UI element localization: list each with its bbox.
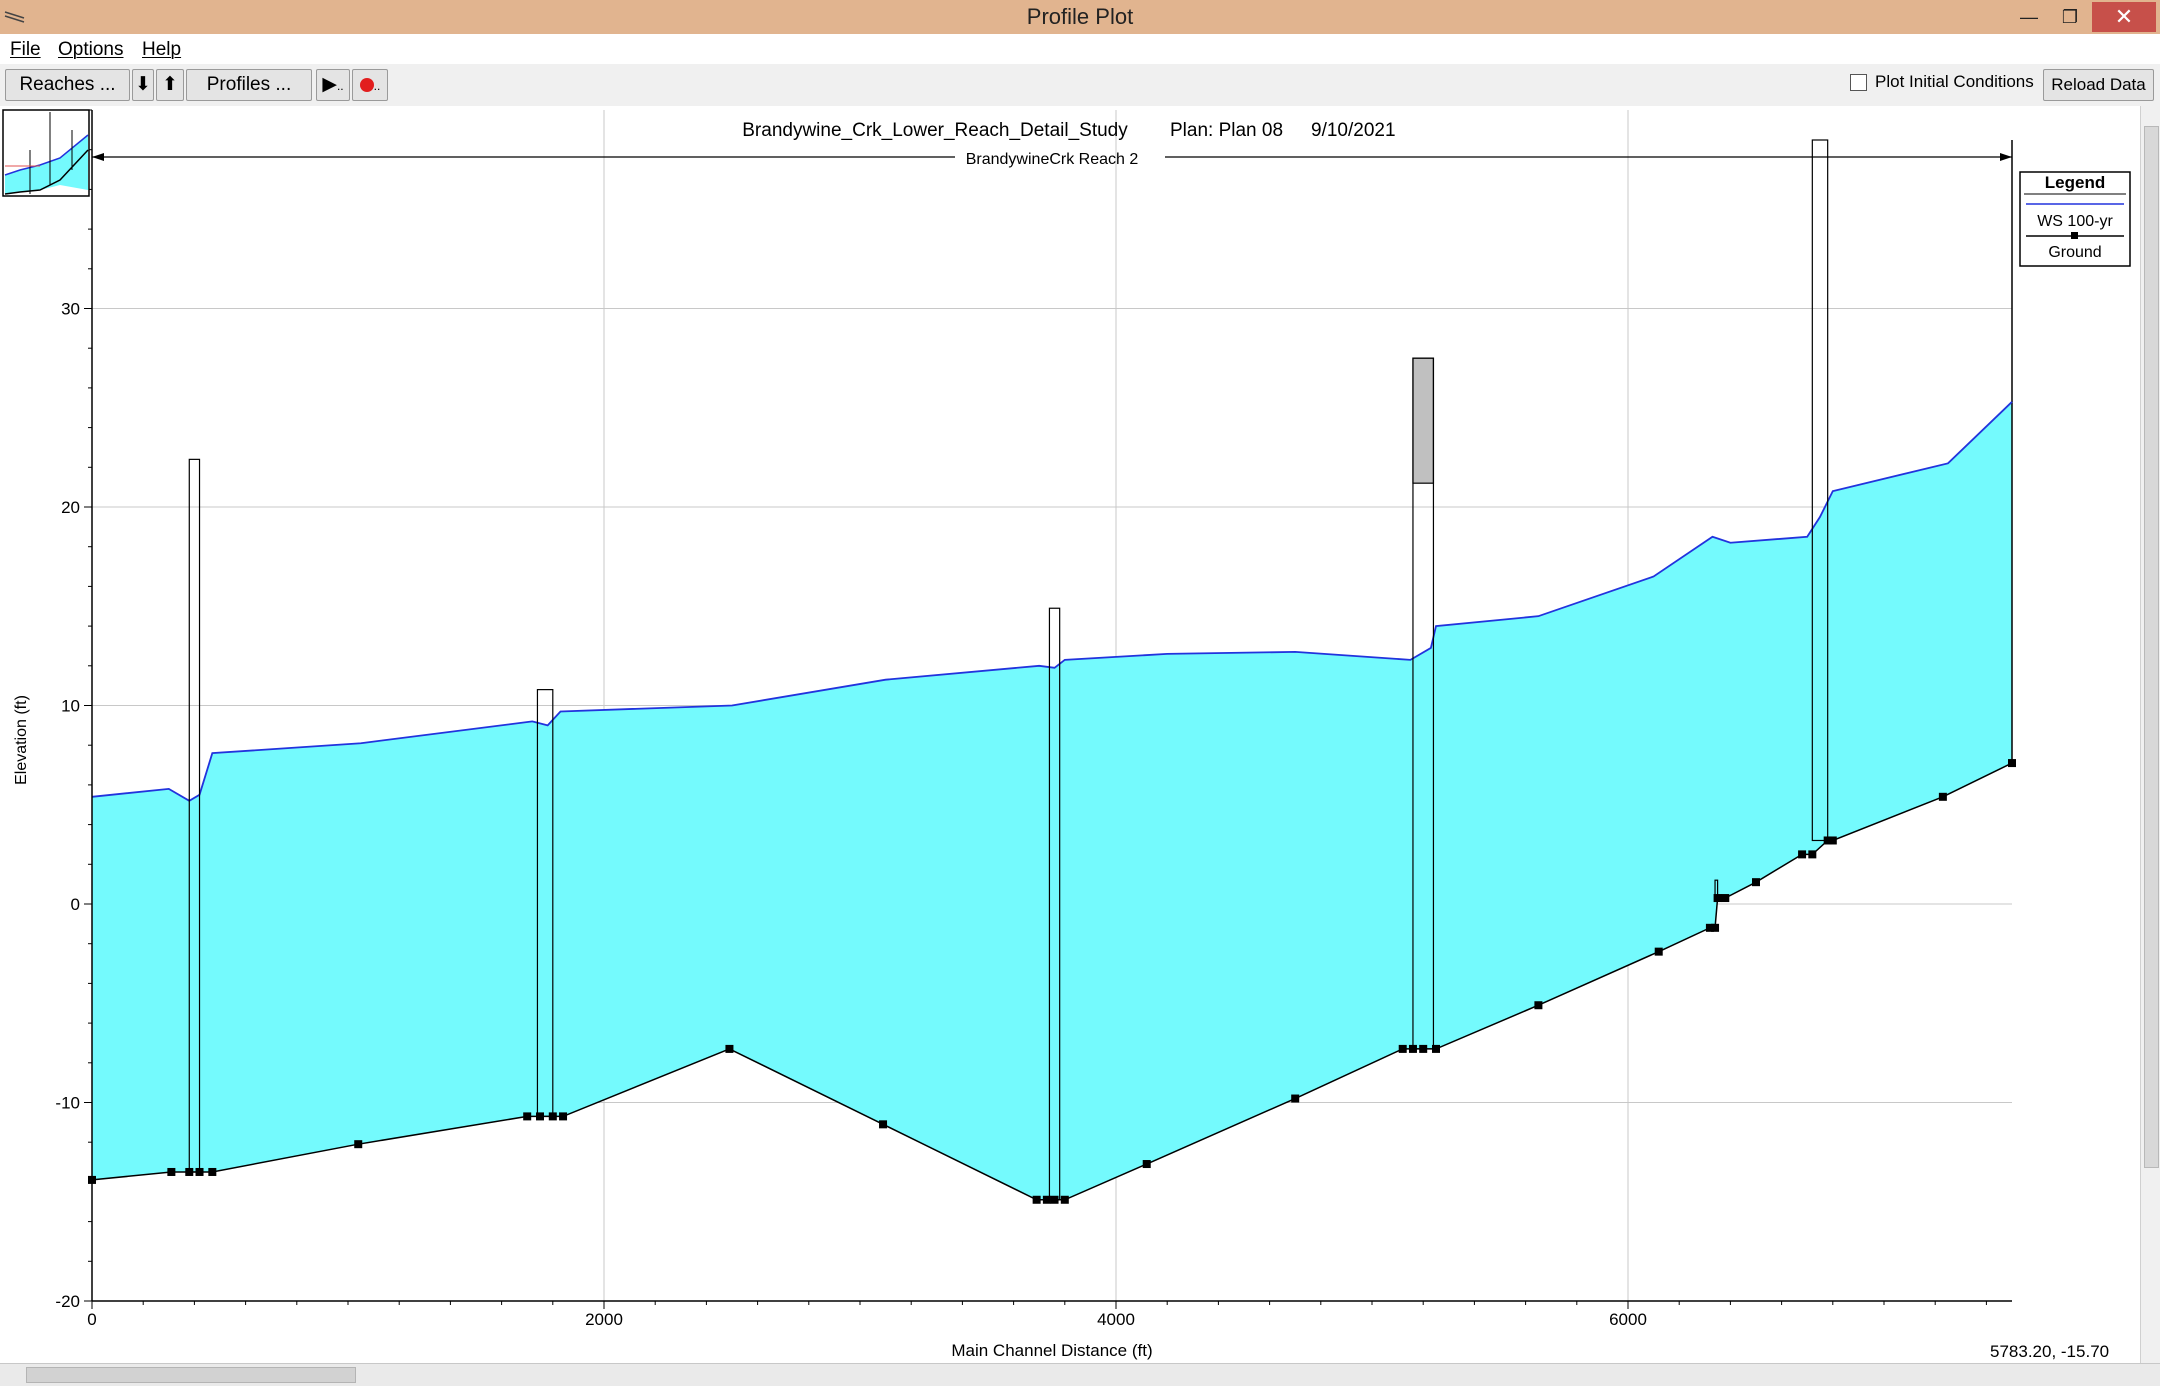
ground-point bbox=[1938, 792, 1947, 801]
x-tick-label: 0 bbox=[87, 1310, 96, 1329]
ground-point bbox=[879, 1120, 888, 1129]
vertical-scrollbar[interactable] bbox=[2140, 106, 2160, 1363]
plot-title: Brandywine_Crk_Lower_Reach_Detail_Study bbox=[742, 120, 1128, 141]
structure-outline bbox=[536, 689, 554, 1117]
ground-point bbox=[725, 1044, 734, 1053]
legend: Legend WS 100-yr Ground bbox=[2019, 171, 2131, 267]
horizontal-scroll-thumb[interactable] bbox=[26, 1367, 356, 1383]
play-icon: ▶ bbox=[322, 74, 337, 95]
menu-options[interactable]: Options bbox=[58, 39, 124, 60]
reaches-button[interactable]: Reaches ... bbox=[5, 69, 130, 101]
ground-point bbox=[195, 1167, 204, 1176]
overview-thumbnail[interactable] bbox=[2, 109, 90, 197]
record-button[interactable]: .. bbox=[352, 69, 388, 101]
ws-100yr-line bbox=[91, 401, 2013, 802]
ground-point bbox=[1432, 1044, 1440, 1053]
reach-extent-arrow bbox=[92, 153, 2012, 161]
ground-point bbox=[2008, 759, 2016, 768]
profiles-button[interactable]: Profiles ... bbox=[186, 69, 312, 101]
structure-outline bbox=[188, 458, 201, 1173]
record-icon bbox=[359, 77, 374, 92]
vertical-scroll-thumb[interactable] bbox=[2144, 126, 2159, 1168]
y-tick-label: -20 bbox=[55, 1292, 80, 1311]
record-suffix: .. bbox=[373, 79, 381, 93]
ground-point bbox=[548, 1112, 557, 1121]
ground-point bbox=[208, 1167, 217, 1176]
toolbar: Reaches ... ⬇ ⬆ Profiles ... ▶.. .. Plot… bbox=[0, 64, 2160, 107]
ground-point bbox=[1398, 1044, 1407, 1053]
ground-point bbox=[354, 1140, 363, 1149]
y-tick-label: 10 bbox=[61, 697, 80, 716]
ground-point bbox=[1721, 894, 1730, 903]
legend-entry-ws: WS 100-yr bbox=[2037, 213, 2113, 230]
ground-point bbox=[1032, 1195, 1041, 1204]
ground-point bbox=[1060, 1195, 1069, 1204]
ground-point bbox=[1705, 923, 1714, 932]
y-axis-label: Elevation (ft) bbox=[13, 695, 30, 785]
plot-initial-conditions-checkbox[interactable] bbox=[1850, 74, 1867, 91]
ground-point bbox=[1752, 878, 1760, 887]
ground-point bbox=[1408, 1044, 1417, 1053]
ground-point bbox=[1798, 850, 1807, 859]
title-bar: Profile Plot — ❐ ✕ bbox=[0, 0, 2160, 34]
y-tick-label: 0 bbox=[71, 895, 80, 914]
x-tick-label: 2000 bbox=[585, 1310, 623, 1329]
menu-file[interactable]: File bbox=[10, 39, 41, 60]
ground-point bbox=[1711, 923, 1720, 932]
menu-bar: File Options Help bbox=[0, 36, 2160, 64]
reload-data-button[interactable]: Reload Data bbox=[2043, 69, 2154, 101]
plot-date: 9/10/2021 bbox=[1311, 120, 1396, 141]
ground-point bbox=[1291, 1094, 1300, 1103]
app-icon bbox=[4, 11, 25, 23]
water-fill bbox=[92, 401, 2012, 1200]
bridge-deck bbox=[1412, 357, 1435, 484]
profile-plot[interactable]: -20 -10 0 10 20 30 0 2000 4000 6000 Brandywine_Cr… bbox=[0, 106, 2140, 1363]
ground-point bbox=[1534, 1001, 1543, 1010]
y-tick-label: 20 bbox=[61, 498, 80, 517]
ground-point bbox=[523, 1112, 532, 1121]
plot-initial-conditions-label: Plot Initial Conditions bbox=[1875, 72, 2034, 91]
water-area bbox=[92, 401, 2012, 1200]
y-tick-label: -10 bbox=[55, 1094, 80, 1113]
ground-point bbox=[167, 1167, 176, 1176]
ground-point bbox=[1142, 1160, 1151, 1169]
legend-title: Legend bbox=[2045, 173, 2105, 192]
structure-outline bbox=[1811, 139, 1829, 842]
axes: -20 -10 0 10 20 30 0 2000 4000 6000 bbox=[55, 109, 2012, 1329]
ground-point bbox=[1808, 850, 1817, 859]
x-axis-label: Main Channel Distance (ft) bbox=[951, 1341, 1152, 1360]
window-title: Profile Plot bbox=[1026, 4, 1134, 29]
ground-point bbox=[536, 1112, 544, 1121]
restore-button[interactable]: ❐ bbox=[2061, 7, 2079, 27]
horizontal-scrollbar[interactable] bbox=[0, 1363, 2160, 1386]
ground-point bbox=[1042, 1195, 1051, 1204]
x-tick-label: 4000 bbox=[1097, 1310, 1135, 1329]
menu-help[interactable]: Help bbox=[142, 39, 182, 60]
ground-point bbox=[1713, 894, 1722, 903]
cursor-coordinate-readout: 5783.20, -15.70 bbox=[1990, 1342, 2110, 1361]
y-tick-label: 30 bbox=[61, 300, 80, 319]
play-button[interactable]: ▶.. bbox=[316, 69, 350, 101]
minimize-button[interactable]: — bbox=[2020, 7, 2038, 27]
down-arrow-button[interactable]: ⬇ bbox=[132, 69, 154, 101]
ground-point bbox=[1654, 947, 1663, 956]
ground-point bbox=[1828, 836, 1837, 845]
x-tick-label: 6000 bbox=[1609, 1310, 1647, 1329]
play-suffix: .. bbox=[336, 79, 344, 93]
ground-point bbox=[559, 1112, 568, 1121]
up-arrow-button[interactable]: ⬆ bbox=[156, 69, 184, 101]
close-button[interactable]: ✕ bbox=[2092, 2, 2156, 32]
reach-label: BrandywineCrk Reach 2 bbox=[966, 151, 1139, 168]
plan-label: Plan: Plan 08 bbox=[1170, 120, 1283, 141]
ground-point bbox=[1419, 1044, 1428, 1053]
legend-entry-ground: Ground bbox=[2048, 244, 2101, 261]
ground-point bbox=[1050, 1195, 1059, 1204]
ground-point bbox=[1823, 836, 1832, 845]
ground-point bbox=[185, 1167, 194, 1176]
